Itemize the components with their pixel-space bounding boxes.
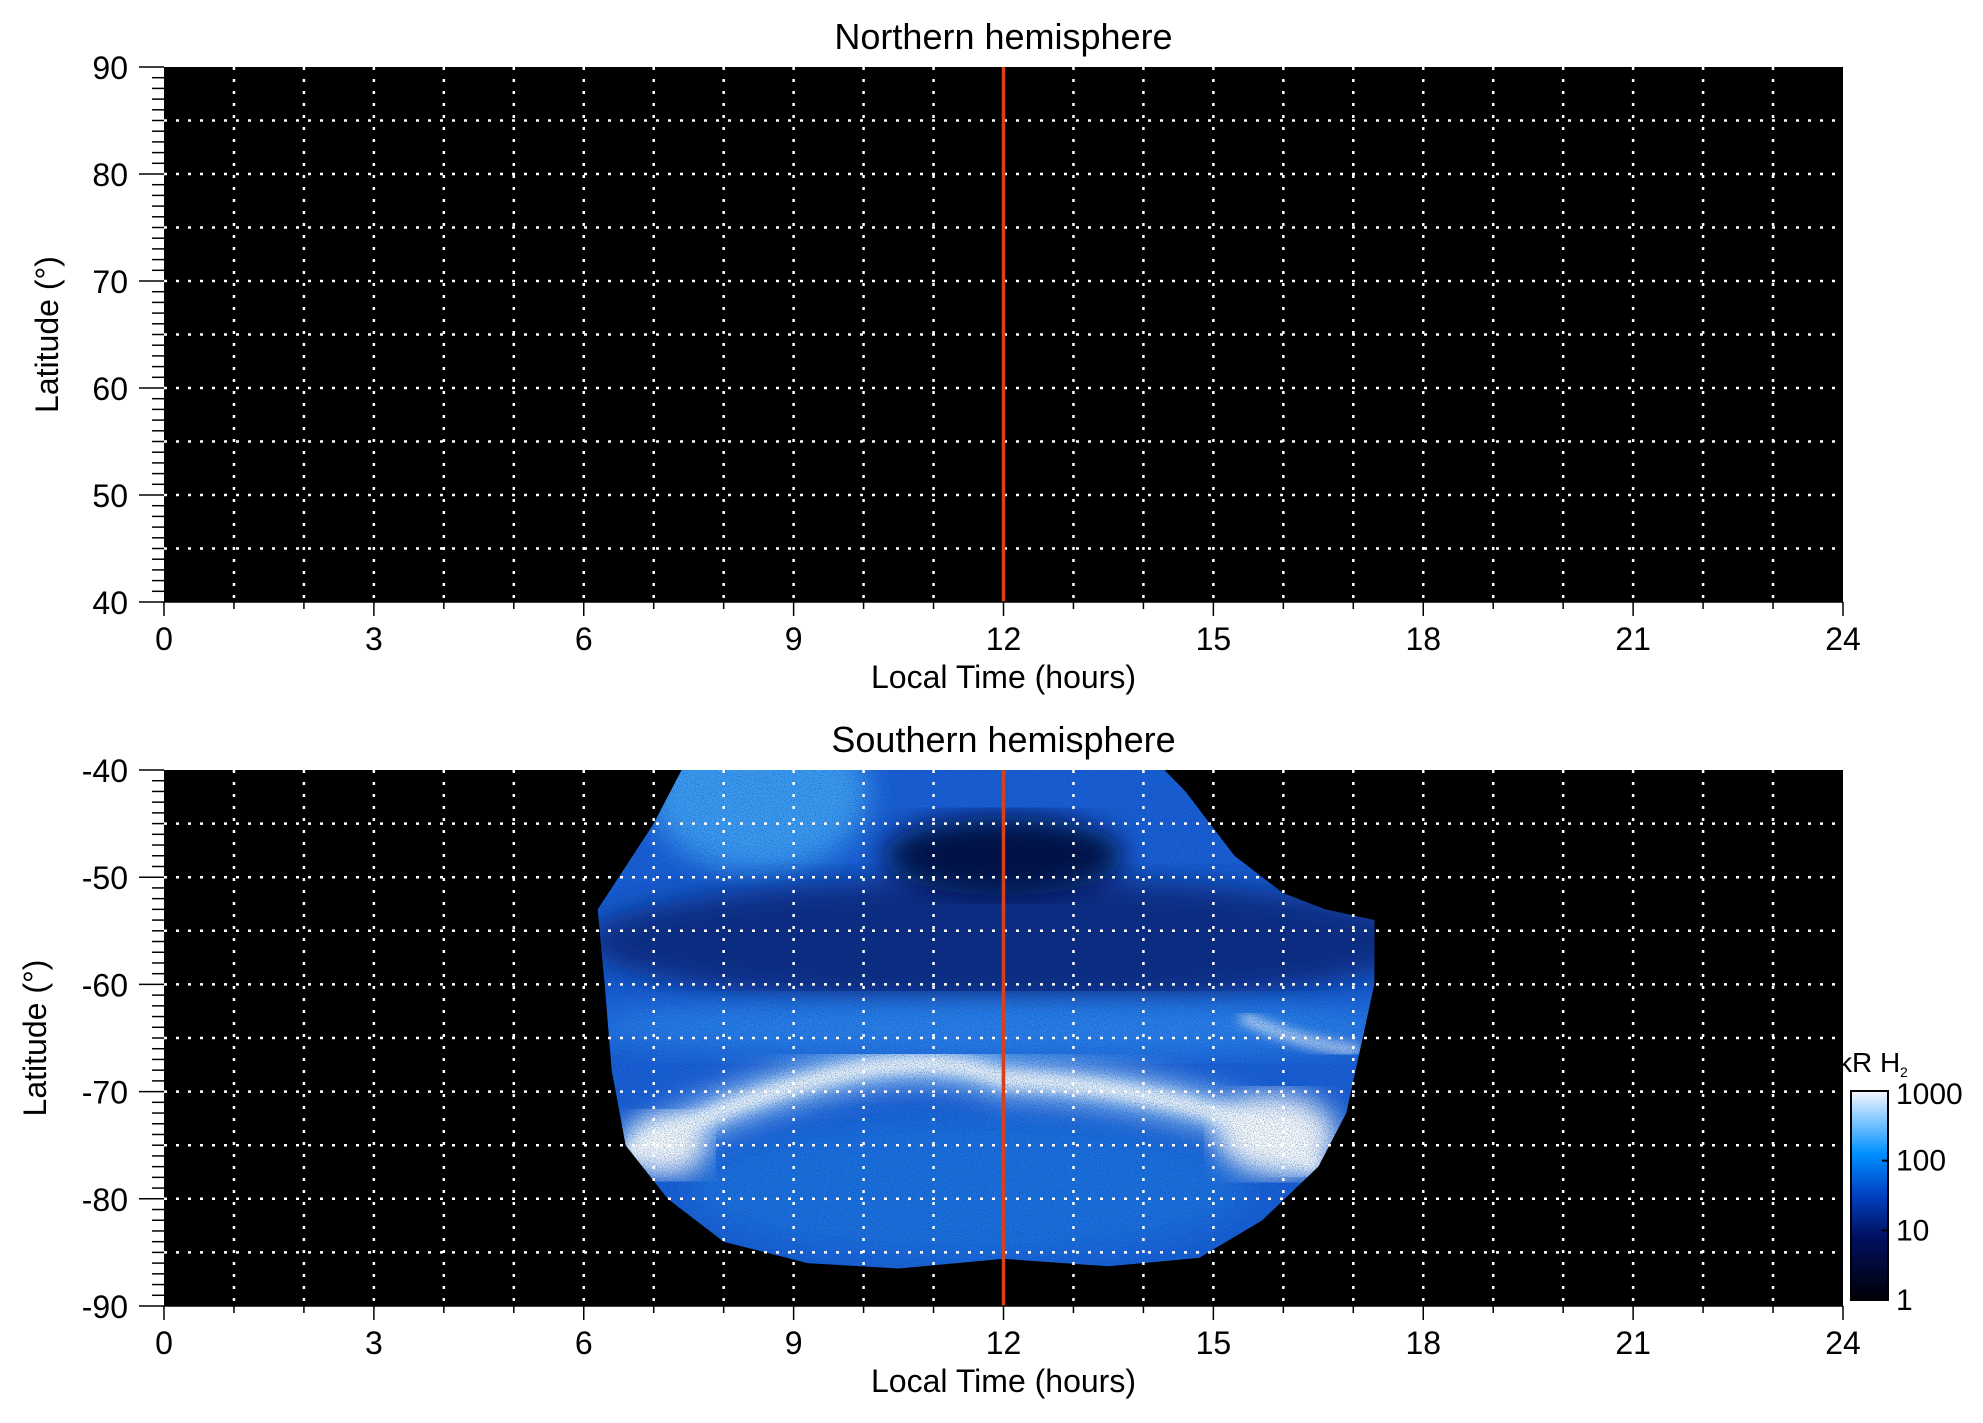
y-tick-label: -60 bbox=[82, 967, 128, 1003]
x-tick-label: 9 bbox=[785, 1325, 803, 1361]
y-axis-label: Latitude (°) bbox=[17, 960, 53, 1117]
y-tick-label: 70 bbox=[92, 264, 128, 300]
northern-panel: 0 3 6 9 12 15 18 21 24 90 80 70 60 50 40 Northern hemis… bbox=[29, 16, 1861, 695]
y-tick-label: -90 bbox=[82, 1289, 128, 1325]
x-tick-label: 24 bbox=[1825, 621, 1861, 657]
colorbar-gradient bbox=[1850, 1090, 1889, 1301]
colorbar-tick-label: 1 bbox=[1896, 1284, 1913, 1317]
y-tick-label: 50 bbox=[92, 478, 128, 514]
x-tick-label: 3 bbox=[365, 621, 383, 657]
x-tick-label: 18 bbox=[1405, 1325, 1441, 1361]
x-tick-label: 18 bbox=[1405, 621, 1441, 657]
x-tick-label: 12 bbox=[986, 621, 1022, 657]
colorbar-tick-label: 100 bbox=[1896, 1145, 1946, 1178]
y-tick-label: 90 bbox=[92, 50, 128, 86]
panel-title: Southern hemisphere bbox=[831, 719, 1175, 760]
x-tick-label: 9 bbox=[785, 621, 803, 657]
x-tick-label: 15 bbox=[1196, 1325, 1232, 1361]
x-tick-label: 21 bbox=[1615, 1325, 1651, 1361]
y-tick-label: -70 bbox=[82, 1075, 128, 1111]
x-tick-label: 21 bbox=[1615, 621, 1651, 657]
y-tick-label: 80 bbox=[92, 157, 128, 193]
y-tick-label: 40 bbox=[92, 585, 128, 621]
y-tick-label: 60 bbox=[92, 371, 128, 407]
x-tick-label: 3 bbox=[365, 1325, 383, 1361]
x-tick-label: 24 bbox=[1825, 1325, 1861, 1361]
y-tick-label: -80 bbox=[82, 1182, 128, 1218]
x-tick-label: 15 bbox=[1196, 621, 1232, 657]
x-tick-label: 12 bbox=[986, 1325, 1022, 1361]
panel-title: Northern hemisphere bbox=[834, 16, 1172, 57]
colorbar-tick-label: 1000 bbox=[1896, 1078, 1963, 1111]
x-tick-label: 6 bbox=[575, 621, 593, 657]
y-tick-label: -40 bbox=[82, 753, 128, 789]
southern-panel: 0 3 6 9 12 15 18 21 24-40-50-60-70-80-90Southern… bbox=[17, 719, 1963, 1399]
colorbar-label-subscript: 2 bbox=[1900, 1064, 1908, 1080]
x-tick-label: 0 bbox=[155, 621, 173, 657]
colorbar-tick-label: 10 bbox=[1896, 1214, 1929, 1247]
colorbar-label: kR H bbox=[1838, 1047, 1900, 1078]
x-axis-label: Local Time (hours) bbox=[871, 1363, 1136, 1399]
y-axis-label: Latitude (°) bbox=[29, 256, 65, 413]
x-tick-label: 6 bbox=[575, 1325, 593, 1361]
y-tick-label: -50 bbox=[82, 860, 128, 896]
x-tick-label: 0 bbox=[155, 1325, 173, 1361]
x-axis-label: Local Time (hours) bbox=[871, 659, 1136, 695]
